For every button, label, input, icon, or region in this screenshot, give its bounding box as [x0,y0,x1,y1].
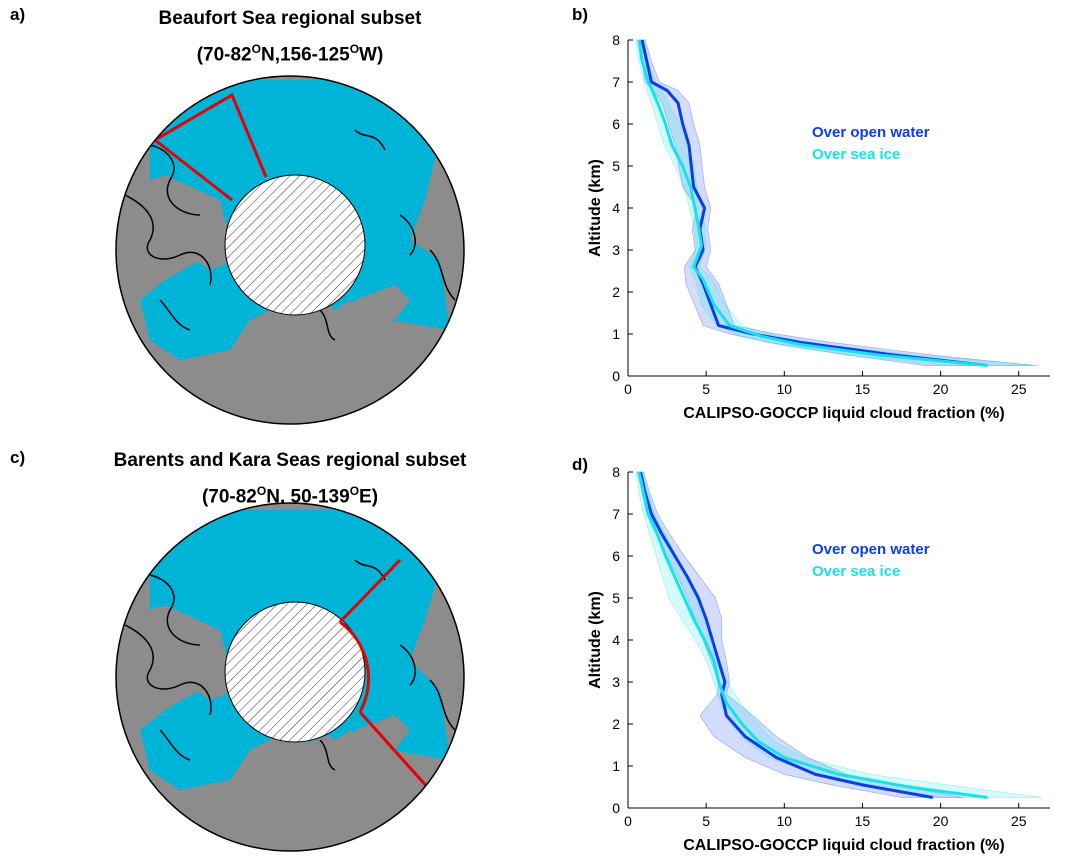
map-a-body [116,76,464,424]
y-axis-label: Altitude (km) [587,591,604,689]
y-tick-label: 1 [612,326,620,342]
pole-hole [224,601,366,743]
y-tick-label: 6 [612,116,620,132]
y-tick-label: 8 [612,32,620,48]
x-tick-label: 15 [855,381,871,397]
panel-letter-a: a) [10,5,26,24]
map-a-subtitle: (70-82ON,156-125OW) [196,42,384,66]
y-tick-label: 0 [612,368,620,384]
y-tick-label: 7 [612,506,620,522]
map-c-title: Barents and Kara Seas regional subset [113,450,467,471]
y-tick-label: 4 [612,200,620,216]
y-tick-label: 4 [612,632,620,648]
x-tick-label: 20 [933,813,949,829]
x-tick-label: 25 [1011,813,1027,829]
y-tick-label: 3 [612,242,620,258]
y-tick-label: 2 [612,284,620,300]
x-tick-label: 5 [702,381,710,397]
legend-entry-0: Over open water [812,124,930,141]
x-tick-label: 0 [624,381,632,397]
coastlines [124,129,456,341]
x-axis-label: CALIPSO-GOCCP liquid cloud fraction (%) [683,405,1004,422]
pole-hole [224,174,366,316]
y-tick-label: 5 [612,158,620,174]
map-c-title-block: Barents and Kara Seas regional subset (7… [80,446,500,512]
region-boundary [338,558,432,792]
x-tick-label: 15 [855,813,871,829]
map-c-subtitle: (70-82ON, 50-139OE) [201,484,379,508]
y-tick-label: 1 [612,758,620,774]
y-tick-label: 0 [612,800,620,816]
series-line-1 [637,471,988,799]
chart-d-plot: 0 5 10 15 20 25 0 1 2 3 4 5 6 7 8 CALIPSO-GOCCP liquid … [587,464,1050,854]
x-tick-label: 25 [1011,381,1027,397]
map-a-title-block: Beaufort Sea regional subset (70-82ON,15… [80,4,500,70]
series-band-1 [635,471,1043,798]
x-tick-label: 5 [702,813,710,829]
y-tick-label: 6 [612,548,620,564]
y-axis-label: Altitude (km) [587,159,604,257]
y-tick-label: 5 [612,590,620,606]
series-band-0 [636,471,965,798]
map-c-body [116,503,464,851]
x-tick-label: 10 [777,813,793,829]
archipelago-land [120,175,235,270]
map-a-outline [115,75,465,425]
legend-entry-0: Over open water [812,541,930,558]
x-tick-label: 20 [933,381,949,397]
chart-b-plot: 0 5 10 15 20 25 0 1 2 3 4 5 6 7 8 CALIPSO-GOCCP liquid … [587,32,1050,422]
map-c-outline [115,502,465,852]
y-tick-label: 7 [612,74,620,90]
x-axis-label: CALIPSO-GOCCP liquid cloud fraction (%) [683,837,1004,854]
series-line-0 [639,471,934,799]
legend-entry-1: Over sea ice [812,563,900,580]
panel-letter-c: c) [10,448,26,467]
panel-letter-d: d) [572,455,589,474]
y-tick-label: 2 [612,716,620,732]
series-line-1 [637,39,988,367]
archipelago-land [120,605,235,700]
x-tick-label: 0 [624,813,632,829]
legend-entry-1: Over sea ice [812,146,900,163]
y-tick-label: 8 [612,464,620,480]
series-band-0 [638,39,1035,366]
coastlines [124,559,456,771]
map-a-title: Beaufort Sea regional subset [158,8,422,29]
x-tick-label: 10 [777,381,793,397]
panel-letter-b: b) [572,5,589,24]
region-boundary [154,92,268,202]
y-tick-label: 3 [612,674,620,690]
